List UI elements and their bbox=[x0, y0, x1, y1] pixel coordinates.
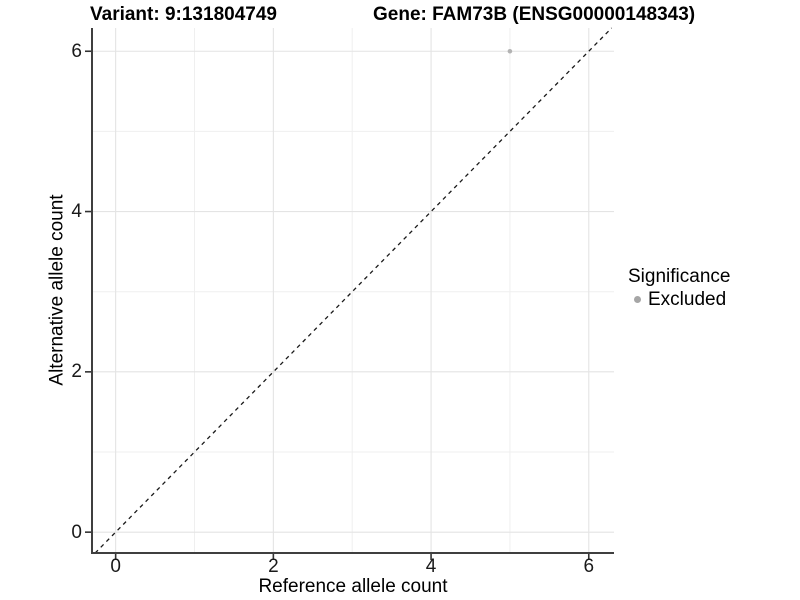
y-axis-title: Alternative allele count bbox=[46, 194, 68, 386]
y-tick-label: 0 bbox=[71, 521, 82, 543]
plot-title-gene: Gene: FAM73B (ENSG00000148343) bbox=[373, 4, 696, 25]
legend-title: Significance bbox=[628, 266, 731, 287]
x-tick-label: 4 bbox=[425, 556, 437, 577]
plot-title-variant: Variant: 9:131804749 bbox=[90, 4, 277, 25]
x-tick-label: 0 bbox=[110, 556, 121, 577]
legend-entry-label: Excluded bbox=[648, 289, 727, 310]
x-axis-title: Reference allele count bbox=[258, 576, 448, 597]
y-tick-label: 4 bbox=[71, 201, 82, 223]
legend-point-icon bbox=[634, 296, 641, 303]
legend-entry-excluded: Excluded bbox=[628, 290, 730, 309]
identity-line bbox=[94, 27, 613, 554]
data-point bbox=[507, 48, 513, 54]
x-tick-label: 2 bbox=[268, 556, 279, 577]
x-tick-label: 6 bbox=[583, 556, 595, 577]
legend: Significance Excluded bbox=[628, 267, 730, 309]
y-tick-label: 6 bbox=[71, 40, 82, 62]
y-tick-label: 2 bbox=[71, 361, 82, 383]
